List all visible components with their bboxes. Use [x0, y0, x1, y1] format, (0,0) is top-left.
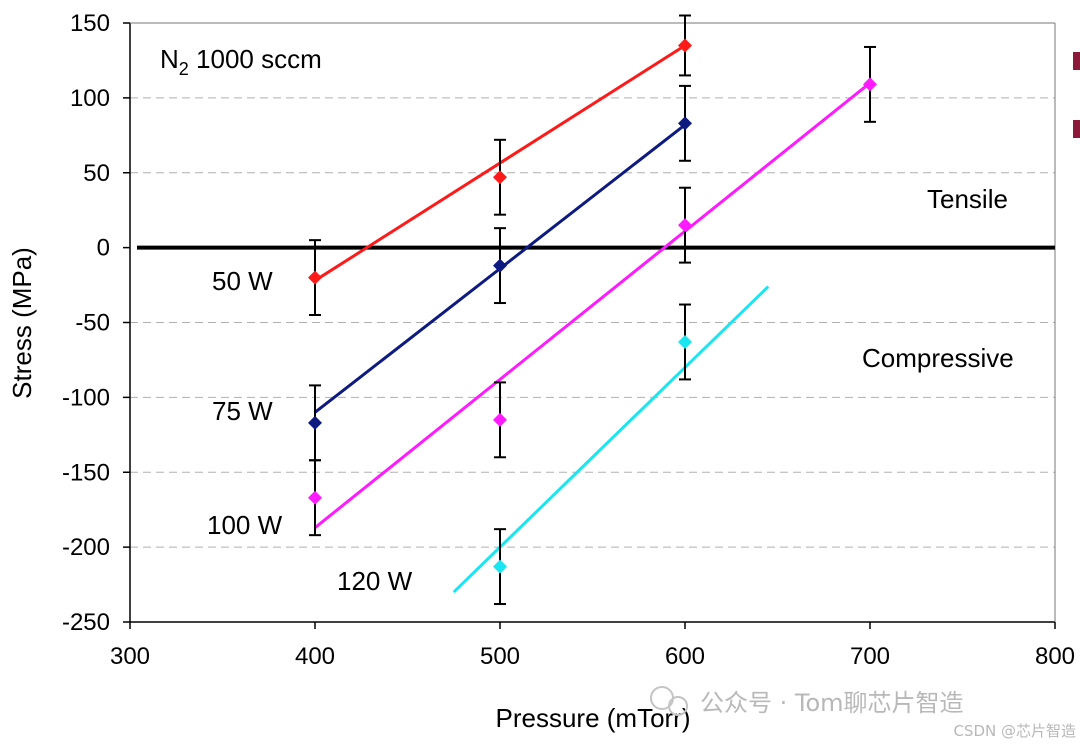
- point-100w-700: [863, 77, 877, 92]
- data-points: [308, 38, 877, 574]
- y-tick-label--200: -200: [62, 534, 110, 561]
- x-tick-label-700: 700: [850, 643, 890, 670]
- x-tick-label-500: 500: [480, 643, 520, 670]
- point-120w-500: [493, 559, 507, 574]
- watermark-csdn: CSDN @芯片智造: [953, 722, 1076, 740]
- y-axis-title: Stress (MPa): [7, 247, 37, 399]
- y-tick-label--100: -100: [62, 384, 110, 411]
- series-label-50w: 50 W: [212, 266, 273, 296]
- y-tick-label-150: 150: [70, 10, 110, 37]
- point-100w-600: [678, 218, 692, 233]
- gridlines: [130, 22, 1055, 548]
- x-tick-label-400: 400: [295, 643, 335, 670]
- region-label-compressive: Compressive: [862, 343, 1014, 373]
- wechat-icon-small: [668, 696, 688, 716]
- y-tick-label--50: -50: [75, 310, 110, 337]
- point-100w-400: [308, 490, 322, 505]
- x-axis-title: Pressure (mTorr): [495, 703, 690, 733]
- x-tick-label-800: 800: [1035, 643, 1075, 670]
- point-75w-400: [308, 415, 322, 430]
- point-50w-500: [493, 170, 507, 185]
- region-label-tensile: Tensile: [927, 184, 1008, 214]
- legend-marker-2: [1073, 120, 1080, 138]
- y-tick-label--150: -150: [62, 459, 110, 486]
- point-75w-500: [493, 258, 507, 273]
- y-tick-label-50: 50: [83, 160, 110, 187]
- series-label-75w: 75 W: [212, 396, 273, 426]
- x-tick-label-300: 300: [110, 643, 150, 670]
- y-tick-label-0: 0: [97, 235, 110, 262]
- point-100w-500: [493, 412, 507, 427]
- watermark: 公众号 · Tom聊芯片智造 CSDN @芯片智造: [650, 686, 1076, 740]
- point-50w-400: [308, 270, 322, 285]
- y-tick-label-100: 100: [70, 85, 110, 112]
- fit-line-120w: [452, 285, 770, 594]
- watermark-text: 公众号 · Tom聊芯片智造: [700, 689, 964, 717]
- x-tick-label-600: 600: [665, 643, 705, 670]
- axes: [123, 22, 1056, 629]
- fit-line-100w: [314, 81, 871, 529]
- y-tick-label--250: -250: [62, 609, 110, 636]
- point-50w-600: [678, 38, 692, 53]
- series-label-120w: 120 W: [337, 566, 413, 596]
- annotation-gas: N2 1000 sccm: [160, 44, 322, 79]
- legend-marker-1: [1073, 52, 1080, 70]
- series-label-100w: 100 W: [207, 510, 283, 540]
- point-120w-600: [678, 334, 692, 349]
- point-75w-600: [678, 116, 692, 131]
